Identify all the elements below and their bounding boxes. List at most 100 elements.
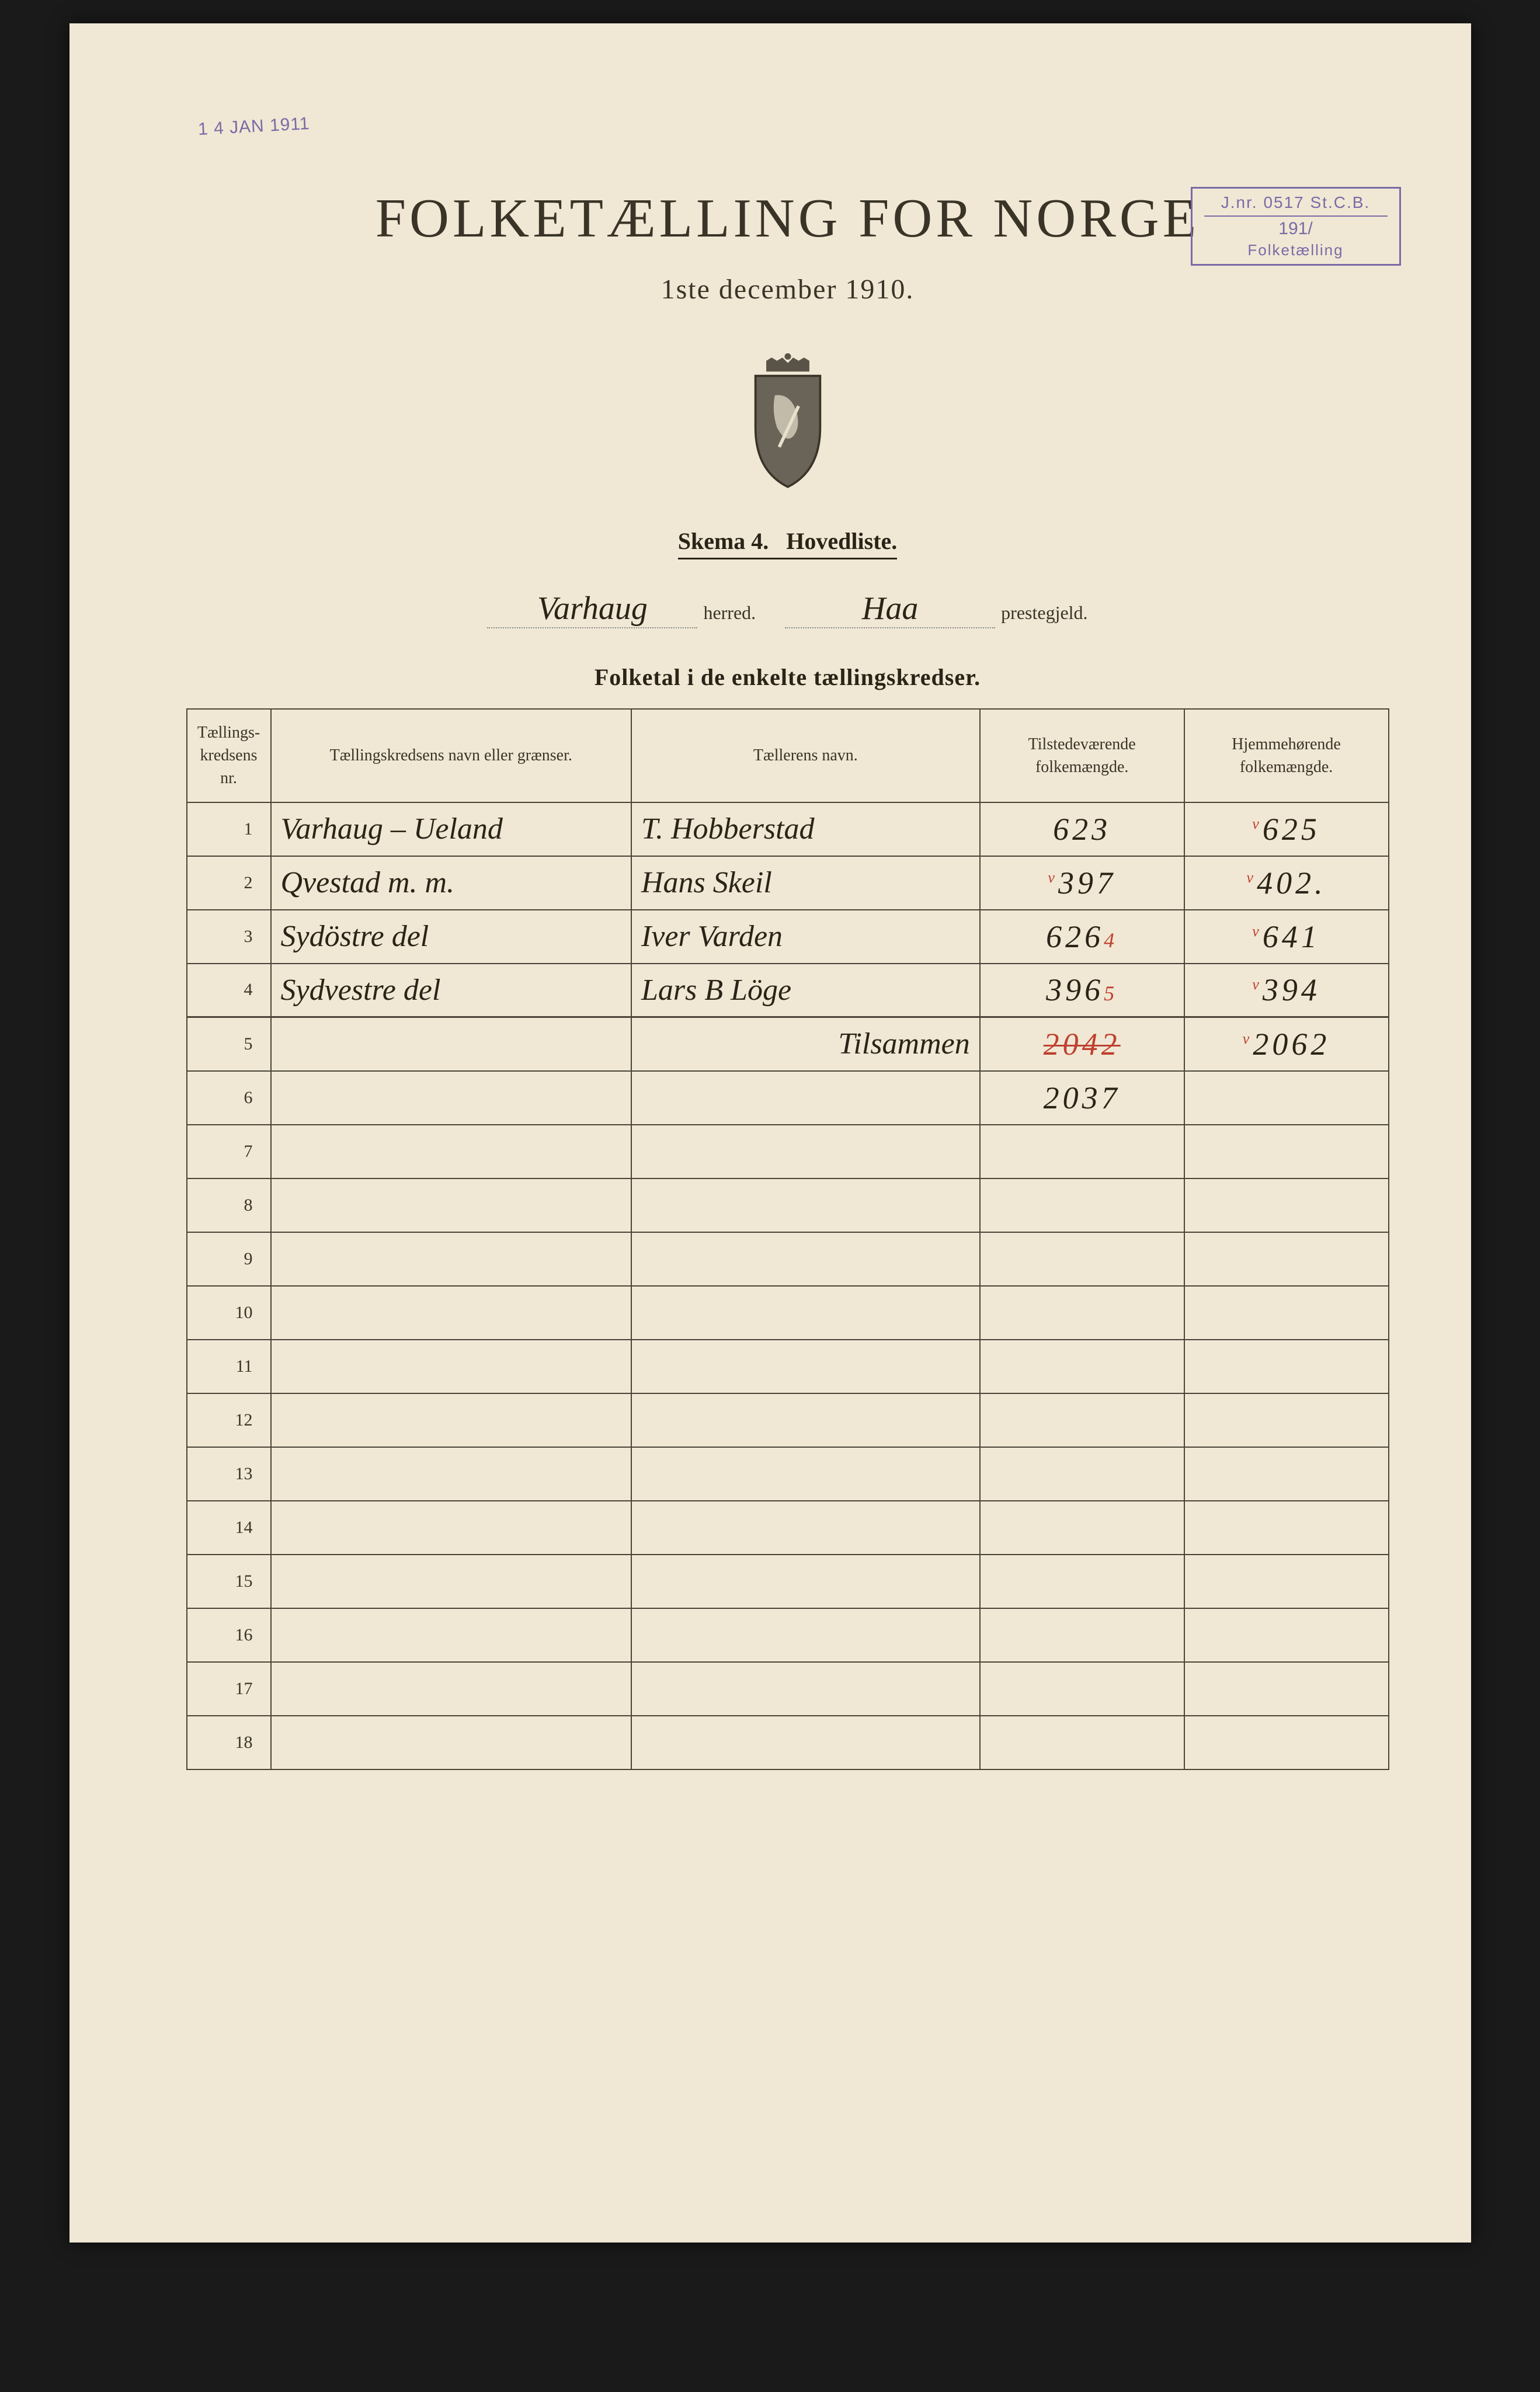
col-header-counter: Tællerens navn. [631,709,980,802]
cell-nr: 3 [187,910,271,964]
corrected-present: 2037 [980,1071,1184,1125]
cell-nr: 10 [187,1286,271,1340]
cell-present-count: 6264 [980,910,1184,964]
cell-empty [271,1555,631,1608]
cell-empty [271,1340,631,1393]
cell-empty [631,1501,980,1555]
correction-row: 62037 [187,1071,1389,1125]
table-row-empty: 12 [187,1393,1389,1447]
cell-empty [980,1125,1184,1178]
table-row-empty: 17 [187,1662,1389,1716]
coat-of-arms-icon [732,352,843,492]
cell-nr: 17 [187,1662,271,1716]
sum-resident: v2062 [1184,1017,1389,1071]
cell-empty [1184,1286,1389,1340]
table-caption: Folketal i de enkelte tællingskredser. [186,663,1389,691]
cell-district-name: Sydöstre del [271,910,631,964]
table-row-empty: 8 [187,1178,1389,1232]
cell-empty [271,1178,631,1232]
cell-counter-name: T. Hobberstad [631,802,980,856]
cell-empty [1184,1501,1389,1555]
cell-nr: 12 [187,1393,271,1447]
sum-present: 2042 [980,1017,1184,1071]
table-row-empty: 9 [187,1232,1389,1286]
cell-empty [1184,1716,1389,1769]
cell-counter-name: Hans Skeil [631,856,980,910]
cell-empty [271,1232,631,1286]
cell-resident-count: v402. [1184,856,1389,910]
document-page: 1 4 JAN 1911 J.nr. 0517 St.C.B. 191/ Fol… [69,23,1471,2242]
district-line: Varhaug herred. Haa prestegjeld. [186,590,1389,628]
cell-district-name: Qvestad m. m. [271,856,631,910]
table-row-empty: 14 [187,1501,1389,1555]
cell-empty [980,1501,1184,1555]
cell-resident-count: v641 [1184,910,1389,964]
col-header-present: Tilstedeværende folkemængde. [980,709,1184,802]
cell-empty [1184,1393,1389,1447]
cell-nr: 8 [187,1178,271,1232]
cell-empty [1184,1125,1389,1178]
cell-empty [980,1340,1184,1393]
prestegjeld-name: Haa [785,590,995,628]
cell-empty [1184,1662,1389,1716]
cell-empty [1184,1555,1389,1608]
cell-nr: 2 [187,856,271,910]
cell-empty [980,1393,1184,1447]
cell-empty [980,1555,1184,1608]
table-row-empty: 11 [187,1340,1389,1393]
cell-nr: 4 [187,964,271,1017]
cell-empty [980,1447,1184,1501]
cell-empty [1184,1608,1389,1662]
sum-label: Tilsammen [631,1017,980,1071]
date-stamp: 1 4 JAN 1911 [197,114,310,140]
col-header-name: Tællingskredsens navn eller grænser. [271,709,631,802]
cell-nr: 18 [187,1716,271,1769]
cell-empty [980,1232,1184,1286]
hovedliste-label: Hovedliste. [786,528,897,554]
cell-empty [1184,1232,1389,1286]
table-row: 4Sydvestre delLars B Löge3965v394 [187,964,1389,1017]
cell-nr: 9 [187,1232,271,1286]
cell-counter-name: Iver Varden [631,910,980,964]
census-table: Tællings- kredsens nr. Tællingskredsens … [186,708,1389,1770]
cell-resident-count: v625 [1184,802,1389,856]
cell-nr: 14 [187,1501,271,1555]
table-row: 1Varhaug – UelandT. Hobberstad623v625 [187,802,1389,856]
schema-number: Skema 4. [678,528,769,554]
cell-empty [631,1716,980,1769]
cell-district-name: Varhaug – Ueland [271,802,631,856]
cell-empty [631,1178,980,1232]
cell-empty [631,1071,980,1125]
table-row-empty: 15 [187,1555,1389,1608]
cell-nr: 15 [187,1555,271,1608]
cell-empty [631,1393,980,1447]
cell-empty [1184,1340,1389,1393]
cell-nr: 5 [187,1017,271,1071]
schema-heading: Skema 4. Hovedliste. [186,527,1389,555]
table-row-empty: 13 [187,1447,1389,1501]
cell-empty [631,1608,980,1662]
cell-counter-name: Lars B Löge [631,964,980,1017]
census-date: 1ste december 1910. [186,273,1389,305]
herred-label: herred. [703,602,756,623]
cell-present-count: v397 [980,856,1184,910]
cell-nr: 16 [187,1608,271,1662]
cell-empty [980,1716,1184,1769]
col-header-nr: Tællings- kredsens nr. [187,709,271,802]
cell-empty [631,1662,980,1716]
cell-present-count: 623 [980,802,1184,856]
cell-empty [631,1232,980,1286]
cell-empty [631,1340,980,1393]
cell-present-count: 3965 [980,964,1184,1017]
cell-nr: 11 [187,1340,271,1393]
cell-empty [271,1608,631,1662]
cell-empty [631,1125,980,1178]
cell-empty [1184,1178,1389,1232]
herred-name: Varhaug [487,590,697,628]
cell-empty [271,1017,631,1071]
table-row-empty: 16 [187,1608,1389,1662]
cell-empty [980,1286,1184,1340]
cell-empty [271,1716,631,1769]
stamp-label: Folketælling [1204,241,1388,259]
cell-empty [271,1501,631,1555]
